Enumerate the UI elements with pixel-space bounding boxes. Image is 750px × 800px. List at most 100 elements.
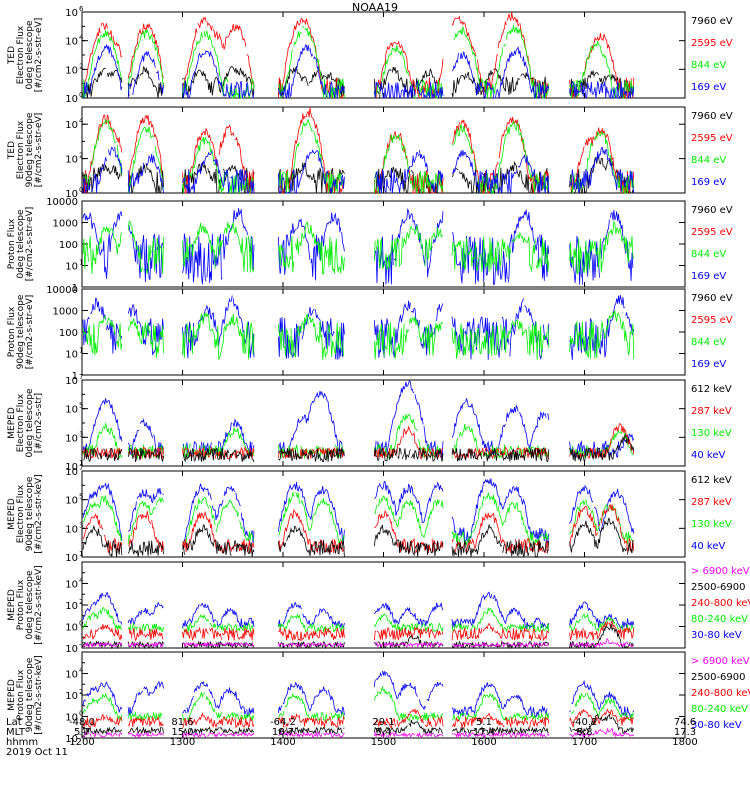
series-green [82,220,635,275]
legend-entry: 130 keV [691,428,732,439]
legend-entry: 30-80 keV [691,630,742,641]
series-green [82,685,635,723]
y-tick-label: 10 [65,467,78,478]
y-axis-label-line: 0deg telescope [25,570,35,640]
legend-entry: 80-240 keV [691,614,748,625]
legend-entry: 169 eV [691,82,726,93]
legend-entry: > 6900 keV [691,656,750,667]
y-tick-label: 10 [65,120,78,131]
footer-hhmm-value: 1600 [471,737,497,748]
y-axis-label-line: 90deg telescope [25,476,35,551]
legend-entry: 40 keV [691,450,725,461]
y-axis-label-line: Proton Flux [16,669,26,720]
legend-entry: 2595 eV [691,227,733,238]
legend-entry: 844 eV [691,60,726,71]
y-axis-label: MEPEDProton Flux0deg telescope[#/cm2-s-s… [7,565,44,644]
y-tick-exponent: 1 [79,550,83,558]
y-tick-exponent: 2 [79,688,83,696]
series-blue [82,208,634,286]
y-tick-label: 1 [72,371,78,382]
series-magenta [82,727,634,739]
legend-entry: 2500-6900 [691,582,746,593]
y-axis-label-line: MEPED [7,498,17,530]
legend-entry: 169 eV [691,271,726,282]
y-tick-exponent: 1 [79,459,83,467]
y-tick-label: 1000 [53,307,78,318]
series-green [82,118,635,195]
y-tick-exponent: 4 [79,117,84,125]
series-red [82,504,635,555]
series-green [82,310,635,361]
y-axis-label-line: MEPED [7,589,17,621]
y-axis-label-line: Electron Flux [16,484,26,543]
y-axis-label-line: [#/cm2-s-str] [34,393,44,453]
y-tick-label: 1000 [53,219,78,230]
footer-hhmm-value: 1800 [672,737,698,748]
y-tick-exponent: 5 [79,493,83,501]
series-red [82,707,634,729]
legend-entry: > 6900 keV [691,566,750,577]
y-axis-label-line: [#/cm2-s-str-eV] [25,295,35,370]
y-tick-label: 100 [59,328,78,339]
plot-title: NOAA19 [351,1,399,14]
series-black [82,517,634,558]
y-axis-label-line: 90deg telescope [16,294,26,369]
y-tick-label: 10 [65,623,78,634]
footer-hhmm-value: 1500 [370,737,397,748]
y-tick-label: 10 [65,580,78,591]
y-tick-label: 10 [65,670,78,681]
legend-entry: 240-800 keV [691,598,750,609]
y-axis-label: TEDElectron Flux90deg telescope[#/cm2-s-… [7,112,44,187]
y-axis-label: MEPEDElectron Flux90deg telescope[#/cm2-… [7,474,44,553]
y-axis-label-line: [#/cm2-s-str-eV] [25,207,35,282]
series-red [82,423,635,460]
footer-lat-value: 5.1 [476,717,492,728]
series-red [82,619,635,642]
legend-entry: 844 eV [691,155,726,166]
footer-mlt-value: 17.3 [673,727,697,738]
y-axis-label-line: 0deg telescope [25,388,35,458]
panel-p8: 10-2100102104MEPEDProton Flux90deg teles… [7,651,750,745]
series-green [82,413,635,460]
y-tick-exponent: 2 [79,598,83,606]
series-blue [82,379,635,459]
footer-mlt-value: 18.7 [271,727,295,738]
y-axis-label: TEDElectron Flux0deg telescope[#/cm2-s-s… [7,18,44,93]
y-tick-label: 10 [65,734,78,745]
footer-lat-value: -40.2 [571,717,598,728]
y-tick-exponent: 1 [79,347,83,355]
footer-label-date: 2019 Oct 11 [6,747,68,758]
y-axis-label-line: [#/cm2-s-str-eV] [34,113,44,188]
y-axis-label-line: 0deg telescope [25,20,35,90]
y-tick-label: 1 [72,283,78,294]
series-blue [83,43,635,100]
y-tick-exponent: 0 [79,710,83,718]
y-tick-label: 10000 [46,197,78,208]
footer-label-lat: Lat [6,717,22,728]
y-tick-exponent: 2 [79,152,83,160]
footer-lat-value: 81.6 [171,717,194,728]
series-green [82,25,635,100]
y-axis-label-line: [#/cm2-s-str-keV] [34,655,44,734]
footer-lat-value: -48.0 [69,717,95,728]
y-axis-label-line: Electron Flux [16,120,26,179]
y-tick-label: 10 [65,553,78,564]
y-tick-exponent: 4 [79,34,84,42]
legend-entry: 2595 eV [691,38,733,49]
y-axis-label-line: [#/cm2-s-str-keV] [34,474,44,553]
series-red [82,107,635,195]
legend-entry: 2595 eV [691,315,733,326]
footer-mlt-value: 15.0 [171,727,194,738]
series-blue [82,146,635,195]
series-green [82,606,635,634]
legend-entry: 2595 eV [691,133,733,144]
panel-frame [81,106,686,194]
y-axis-label-line: 90deg telescope [25,657,35,732]
legend-entry: 612 keV [691,475,732,486]
y-tick-exponent: 1 [79,259,83,267]
series-blue [82,591,635,630]
y-axis-label-line: MEPED [7,407,17,439]
